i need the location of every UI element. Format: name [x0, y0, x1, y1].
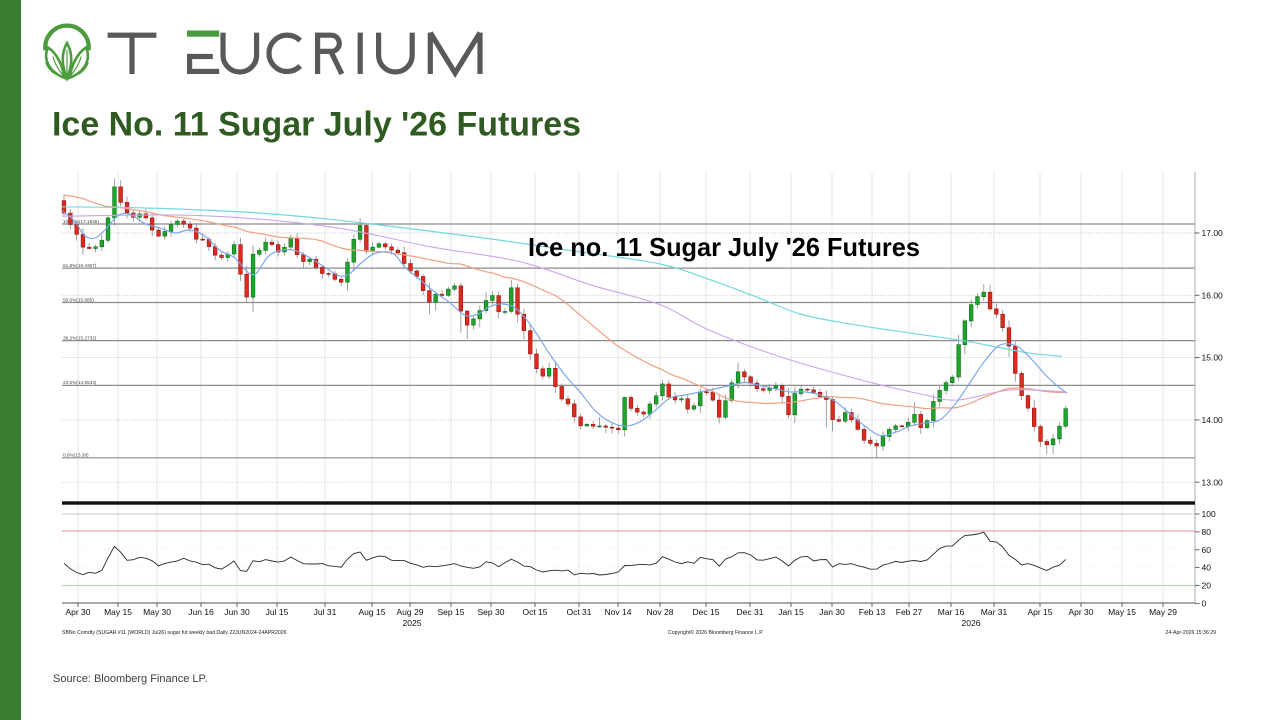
svg-text:0.0%(13.39): 0.0%(13.39): [63, 453, 89, 458]
svg-text:14.00: 14.00: [1202, 415, 1224, 425]
svg-text:May 29: May 29: [1149, 607, 1177, 617]
svg-text:60: 60: [1202, 545, 1212, 555]
svg-text:Ice No. 11 Sugar July '26 Futu: Ice No. 11 Sugar July '26 Futures: [52, 106, 581, 144]
svg-text:40: 40: [1202, 563, 1212, 573]
svg-text:50.0%(15.885): 50.0%(15.885): [63, 297, 94, 302]
svg-text:80: 80: [1202, 527, 1212, 537]
svg-text:20: 20: [1202, 581, 1212, 591]
svg-text:Jun 16: Jun 16: [188, 607, 214, 617]
svg-text:2026: 2026: [962, 618, 981, 628]
svg-text:100: 100: [1202, 509, 1216, 519]
svg-text:17.00: 17.00: [1202, 228, 1224, 238]
svg-text:Aug 15: Aug 15: [359, 607, 386, 617]
svg-text:Source: Bloomberg Finance LP.: Source: Bloomberg Finance LP.: [53, 673, 208, 685]
svg-text:Sep 15: Sep 15: [438, 607, 465, 617]
svg-text:Sep 30: Sep 30: [478, 607, 505, 617]
svg-text:Nov 14: Nov 14: [605, 607, 632, 617]
svg-text:61.8%(16.4367): 61.8%(16.4367): [63, 263, 97, 268]
svg-text:May 15: May 15: [1108, 607, 1136, 617]
svg-text:Aug 29: Aug 29: [397, 607, 424, 617]
svg-text:2025: 2025: [403, 618, 422, 628]
svg-text:Apr 30: Apr 30: [65, 607, 90, 617]
svg-text:May 30: May 30: [143, 607, 171, 617]
svg-text:24-Apr-2026 15:36:29: 24-Apr-2026 15:36:29: [1166, 630, 1217, 636]
svg-text:Feb 13: Feb 13: [859, 607, 886, 617]
svg-text:Copyright© 2026 Bloomberg Fina: Copyright© 2026 Bloomberg Finance L.P.: [668, 629, 763, 636]
svg-text:Dec 15: Dec 15: [693, 607, 720, 617]
svg-text:0: 0: [1202, 599, 1207, 609]
svg-text:16.00: 16.00: [1202, 290, 1224, 300]
svg-text:15.00: 15.00: [1202, 353, 1224, 363]
svg-text:Jun 30: Jun 30: [224, 607, 250, 617]
svg-text:May 15: May 15: [104, 607, 132, 617]
svg-text:Dec 31: Dec 31: [737, 607, 764, 617]
svg-text:Jan 15: Jan 15: [778, 607, 804, 617]
svg-text:SBNo Comdty (SUGAR #11 (WORLD): SBNo Comdty (SUGAR #11 (WORLD) Jul26) su…: [62, 630, 287, 636]
svg-text:13.00: 13.00: [1202, 477, 1224, 487]
svg-text:Apr 30: Apr 30: [1068, 607, 1093, 617]
svg-text:Oct 15: Oct 15: [522, 607, 547, 617]
svg-text:100.0%(17.1946): 100.0%(17.1946): [63, 219, 99, 224]
svg-text:Mar 16: Mar 16: [938, 607, 965, 617]
svg-text:Oct 31: Oct 31: [566, 607, 591, 617]
svg-text:Jul 15: Jul 15: [266, 607, 289, 617]
svg-text:Ice no. 11 Sugar July '26 Futu: Ice no. 11 Sugar July '26 Futures: [528, 232, 920, 262]
svg-text:Nov 28: Nov 28: [647, 607, 674, 617]
svg-text:38.2%(15.2732): 38.2%(15.2732): [63, 335, 97, 340]
svg-text:Mar 31: Mar 31: [981, 607, 1008, 617]
svg-text:Jan 30: Jan 30: [819, 607, 845, 617]
svg-text:23.6%(14.5534): 23.6%(14.5534): [63, 380, 97, 385]
svg-text:Feb 27: Feb 27: [896, 607, 923, 617]
svg-text:Jul 31: Jul 31: [314, 607, 337, 617]
svg-text:Apr 15: Apr 15: [1027, 607, 1052, 617]
